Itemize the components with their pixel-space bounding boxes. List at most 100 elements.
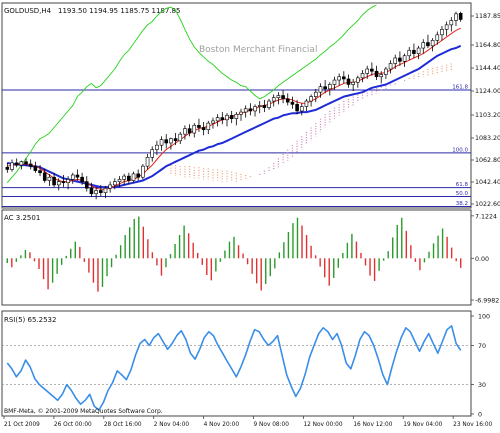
candle-body xyxy=(173,138,178,142)
time-axis-label: 23 Nov 16:00 xyxy=(453,422,492,428)
candle-body xyxy=(281,95,285,100)
candle-body xyxy=(89,187,94,195)
time-axis-label: 2 Nov 04:00 xyxy=(154,422,190,428)
candle-body xyxy=(56,181,61,186)
copyright-label: BMF-Meta, © 2001-2009 MetaQuotes Softwar… xyxy=(4,408,163,415)
rsi-line xyxy=(6,324,462,411)
price-axis-label: 1042.40 xyxy=(475,179,500,186)
candle-body xyxy=(416,47,421,54)
chikou-span xyxy=(6,4,377,183)
ichimoku-cloud xyxy=(170,63,452,182)
candle-body xyxy=(178,133,183,142)
candle-body xyxy=(229,115,234,119)
candle-body xyxy=(206,122,211,131)
candle-body xyxy=(351,81,355,85)
candle-body xyxy=(412,49,416,54)
time-axis-label: 26 Oct 00:00 xyxy=(54,422,92,428)
candle-body xyxy=(52,176,56,186)
candle-body xyxy=(127,175,131,181)
candle-body xyxy=(42,172,47,181)
rsi-panel: RSI(5) 65.2532 100 70 30 0 BMF-Meta, © 2001… xyxy=(1,310,490,419)
candle-body xyxy=(346,78,351,85)
candle-body xyxy=(33,165,38,171)
candle-body xyxy=(257,105,262,107)
candle-body xyxy=(262,105,267,108)
candle-body xyxy=(402,55,407,62)
candle-body xyxy=(10,162,14,170)
candle-body xyxy=(290,101,295,105)
candle-body xyxy=(84,181,89,189)
candle-body xyxy=(407,49,412,57)
candle-body xyxy=(276,95,281,99)
candle-body xyxy=(131,173,136,181)
candle-body xyxy=(458,12,463,20)
candle-body xyxy=(449,20,454,26)
candle-body xyxy=(225,115,229,121)
candle-body xyxy=(323,86,327,90)
candle-body xyxy=(374,70,379,78)
rsi-axis-label: 0 xyxy=(478,412,482,419)
candle-body xyxy=(24,161,28,165)
candle-body xyxy=(318,86,323,93)
candle-body xyxy=(192,125,197,134)
candle-body xyxy=(103,187,108,193)
time-axis-label: 9 Nov 08:00 xyxy=(254,422,290,428)
candle-body xyxy=(243,108,248,113)
candle-body xyxy=(440,28,444,36)
candle-body xyxy=(99,190,103,193)
candle-body xyxy=(155,144,159,150)
kijun-path xyxy=(7,44,462,189)
candle-body xyxy=(435,34,440,41)
candle-body xyxy=(454,13,458,21)
candle-body xyxy=(271,97,276,102)
candle-body xyxy=(332,79,337,85)
candle-body xyxy=(47,176,52,181)
ac-axis: 7.1224 0.00 -6.9982 xyxy=(471,213,499,305)
candle-body xyxy=(75,174,80,178)
price-axis: 1187.85 1164.80 1144.40 1124.00 1103.20 1083.… xyxy=(471,13,500,208)
candle-body xyxy=(444,24,449,30)
ac-panel: AC 3.2501 7.1224 0.00 -6.9982 xyxy=(1,209,499,306)
price-axis-label: 1164.80 xyxy=(475,42,500,49)
rsi-axis-label: 70 xyxy=(478,343,486,350)
candle-body xyxy=(337,76,341,81)
candle-body xyxy=(398,57,402,62)
candle-body xyxy=(94,190,98,195)
price-panel: GOLDUSD,H4 1193.50 1194.95 1185.75 1187.… xyxy=(1,2,500,209)
candlestick-series xyxy=(5,11,463,200)
candle-body xyxy=(70,174,75,180)
candle-body xyxy=(113,181,117,186)
candle-body xyxy=(38,170,42,174)
candle-body xyxy=(388,63,393,70)
price-axis-label: 1144.40 xyxy=(475,65,500,72)
time-axis-label: 19 Nov 04:00 xyxy=(403,422,442,428)
candle-body xyxy=(365,68,369,74)
candle-body xyxy=(309,96,313,102)
time-axis-label: 28 Oct 16:00 xyxy=(104,422,142,428)
fib-level-label: 50.0 xyxy=(456,191,469,197)
candle-body xyxy=(295,104,299,112)
candle-body xyxy=(211,120,215,124)
ac-axis-label: 7.1224 xyxy=(475,213,497,220)
candle-body xyxy=(299,106,304,112)
rsi-axis-label: 30 xyxy=(478,382,486,389)
candle-body xyxy=(108,184,112,189)
time-axis: 21 Oct 2009 26 Oct 00:00 28 Oct 16:00 2 Nov… xyxy=(3,416,493,428)
candle-body xyxy=(393,57,398,64)
fib-level-label: 38.2 xyxy=(456,201,468,207)
fib-level-label: 100.0 xyxy=(452,147,468,153)
candle-body xyxy=(28,163,33,167)
fibonacci-levels: 161.8 100.0 61.8 50.0 38.2 xyxy=(2,84,471,207)
price-axis-label: 1022.60 xyxy=(475,201,500,208)
candle-body xyxy=(5,166,10,170)
candle-body xyxy=(421,42,426,49)
time-axis-label: 16 Nov 12:00 xyxy=(353,422,392,428)
candle-body xyxy=(136,173,140,178)
candle-body xyxy=(61,181,66,184)
candle-body xyxy=(220,117,225,121)
candle-body xyxy=(313,91,318,97)
ac-title: AC 3.2501 xyxy=(4,214,40,222)
candle-body xyxy=(267,100,271,108)
rsi-axis: 100 70 30 0 xyxy=(471,314,490,419)
